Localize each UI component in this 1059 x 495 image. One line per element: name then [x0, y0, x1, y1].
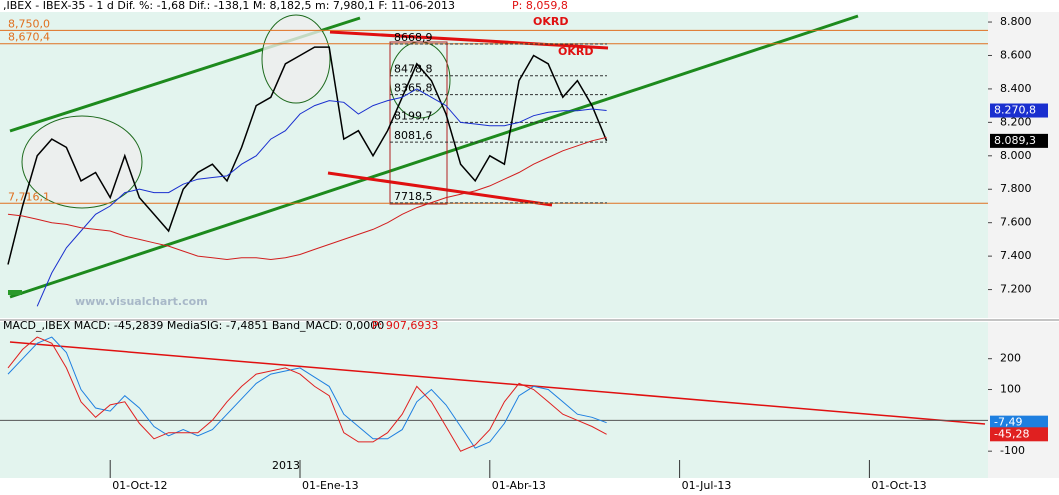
y-tick-label: 7.600	[1000, 216, 1032, 229]
macd-trend-line	[9, 341, 986, 425]
end-label: 8.089,3	[994, 134, 1036, 147]
price-header-price: P: 8,059,8	[512, 0, 568, 12]
end-label-box	[990, 103, 1048, 118]
end-label: -7,49	[994, 416, 1022, 429]
y-tick-label: 200	[1000, 352, 1021, 365]
x-tick-label: 01-Oct-13	[871, 479, 926, 492]
box-level-label: 7718,5	[394, 190, 433, 203]
ellipse	[261, 14, 331, 104]
y-tick-label: -100	[1000, 444, 1025, 457]
series-line	[36, 88, 607, 307]
end-label-box	[990, 133, 1048, 148]
level-label: 8,750,0	[8, 17, 50, 30]
y-tick-label: 8.200	[1000, 115, 1032, 128]
marker	[8, 290, 22, 295]
watermark: www.visualchart.com	[75, 295, 208, 308]
x-tick-label: 01-Ene-13	[302, 479, 359, 492]
price-panel	[0, 12, 988, 318]
x-tick-label: 01-Abr-13	[492, 479, 546, 492]
box-level-label: 8199,7	[394, 109, 433, 122]
annotation: OKRD	[558, 45, 593, 58]
level-label: 7,716,1	[8, 190, 50, 203]
box-level-label: 8081,6	[394, 129, 433, 142]
x-tick-label: 01-Oct-12	[112, 479, 167, 492]
price-header: ,IBEX - IBEX-35 - 1 d Dif. %: -1,68 Dif.…	[3, 0, 455, 12]
series-line	[7, 336, 607, 449]
support-line	[327, 171, 553, 207]
box-level-label: 8668,9	[394, 31, 433, 44]
y-tick-label: 7.200	[1000, 283, 1032, 296]
macd-header-price: P: 907,6933	[372, 319, 438, 332]
resistance-line	[329, 30, 609, 50]
end-label-box	[990, 415, 1048, 430]
y-tick-label: 7.400	[1000, 249, 1032, 262]
series-line	[7, 136, 607, 261]
level-label: 8,670,4	[8, 31, 50, 44]
year-label: 2013	[272, 459, 300, 472]
y-tick-label: 8.000	[1000, 149, 1032, 162]
macd-axis-area	[988, 322, 1059, 478]
y-tick-label: 8.400	[1000, 82, 1032, 95]
price-axis-area	[988, 12, 1059, 318]
box-level-label: 8478,8	[394, 63, 433, 76]
macd-header: MACD_,IBEX MACD: -45,2839 MediaSIG: -7,4…	[3, 319, 384, 332]
trend-line	[9, 14, 859, 299]
series-line	[7, 336, 607, 452]
end-label-box	[990, 427, 1048, 442]
y-tick-label: 8.800	[1000, 15, 1032, 28]
end-label: 8.270,8	[994, 104, 1036, 117]
series-line	[7, 46, 608, 265]
box-level-label: 8365,8	[394, 82, 433, 95]
end-label: -45,28	[994, 427, 1029, 440]
annotation: OKRD	[533, 15, 568, 28]
y-tick-label: 8.600	[1000, 48, 1032, 61]
box	[389, 41, 448, 205]
macd-panel	[0, 322, 988, 478]
y-tick-label: 100	[1000, 383, 1021, 396]
x-tick-label: 01-Jul-13	[682, 479, 732, 492]
y-tick-label: 7.800	[1000, 182, 1032, 195]
